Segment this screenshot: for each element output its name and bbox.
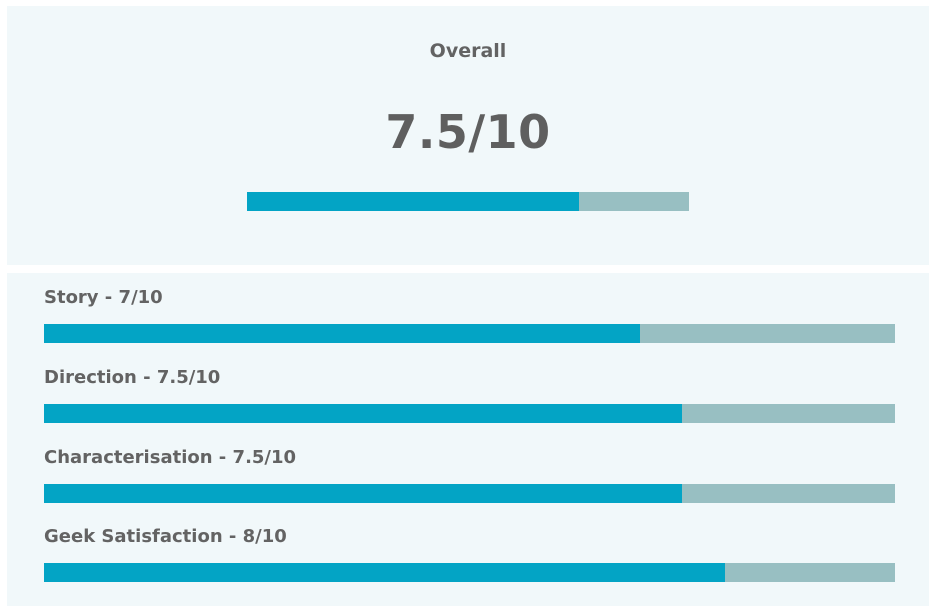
criterion-label: Characterisation - 7.5/10 xyxy=(44,447,297,468)
criterion-bar xyxy=(44,563,895,582)
criterion-label: Story - 7/10 xyxy=(44,287,163,308)
overall-score-panel: Overall 7.5/10 xyxy=(7,6,929,265)
score-breakdown-panel: Story - 7/10 Direction - 7.5/10 Characte… xyxy=(7,273,929,606)
criterion-bar-fill xyxy=(44,404,683,423)
criterion-characterisation: Characterisation - 7.5/10 xyxy=(44,447,895,509)
criterion-story: Story - 7/10 xyxy=(44,287,895,349)
criterion-geek-satisfaction: Geek Satisfaction - 8/10 xyxy=(44,526,895,588)
criterion-bar-fill xyxy=(44,484,683,503)
criterion-bar xyxy=(44,404,895,423)
criterion-direction: Direction - 7.5/10 xyxy=(44,367,895,429)
criterion-label: Geek Satisfaction - 8/10 xyxy=(44,526,287,547)
criterion-label: Direction - 7.5/10 xyxy=(44,367,221,388)
overall-score-value: 7.5/10 xyxy=(385,105,551,159)
overall-score-bar xyxy=(247,192,689,211)
criterion-bar-fill xyxy=(44,324,640,343)
criterion-bar xyxy=(44,324,895,343)
overall-score-bar-fill xyxy=(247,192,579,211)
overall-title: Overall xyxy=(429,40,507,62)
criterion-bar-fill xyxy=(44,563,725,582)
criterion-bar xyxy=(44,484,895,503)
